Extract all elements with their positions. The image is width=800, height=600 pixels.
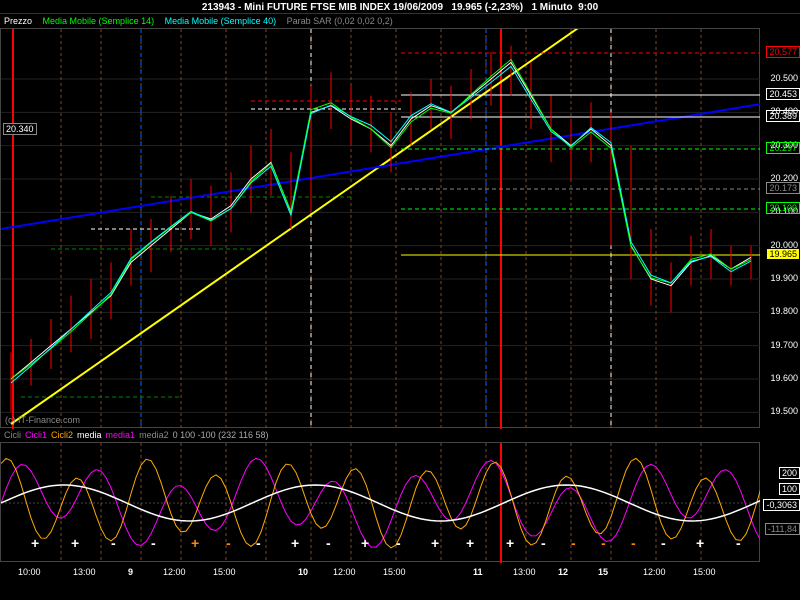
time-axis-label: 12:00	[643, 567, 666, 577]
price-tick-label: 19.800	[768, 306, 800, 316]
time-axis-label: 10	[298, 567, 308, 577]
cycle-sign: -	[396, 535, 401, 551]
price-marker-label: 20.173	[766, 182, 800, 194]
time-axis-label: 15:00	[693, 567, 716, 577]
price-tick-label: 19.500	[768, 406, 800, 416]
time-axis-label: 11	[473, 567, 483, 577]
attribution-text: (c) IT-Finance.com	[5, 415, 80, 425]
cycle-sign: -	[151, 535, 156, 551]
indicator-axis-label: 100	[779, 483, 800, 495]
cycle-sign: +	[191, 535, 199, 551]
cycle-sign: +	[361, 535, 369, 551]
cycle-sign: -	[736, 535, 741, 551]
time-axis-label: 13:00	[73, 567, 96, 577]
indicator-legend-item: Cicli1	[25, 430, 47, 440]
cycle-sign: -	[541, 535, 546, 551]
main-price-chart[interactable]: 20.340 (c) IT-Finance.com	[0, 28, 760, 428]
cycle-sign: -	[601, 535, 606, 551]
cycle-sign: +	[291, 535, 299, 551]
price-tick-label: 20.500	[768, 73, 800, 83]
price-tick-label: 19.600	[768, 373, 800, 383]
time-axis-label: 10:00	[18, 567, 41, 577]
indicator-legend: Cicli Cicli1 Cicli2 media media1media2 0 100 …	[4, 430, 273, 440]
legend-ma14: Media Mobile (Semplice 14)	[43, 16, 155, 26]
price-tick-label: 19.700	[768, 340, 800, 350]
cycle-sign: -	[571, 535, 576, 551]
time-axis-label: 9	[128, 567, 133, 577]
indicator-oscillator-chart[interactable]: + + - - + - - + - + - + + + - - - - - + -	[0, 442, 760, 562]
indicator-legend-item: media2	[139, 430, 169, 440]
header-interval: 1 Minuto	[531, 2, 572, 13]
chart-header: 213943 - Mini FUTURE FTSE MIB INDEX 19/0…	[0, 0, 800, 14]
header-time: 9:00	[578, 2, 598, 13]
time-axis-label: 13:00	[513, 567, 536, 577]
cycle-sign: -	[226, 535, 231, 551]
legend-prezzo: Prezzo	[4, 16, 32, 26]
header-price: 19.965	[451, 2, 482, 13]
main-legend: Prezzo Media Mobile (Semplice 14) Media …	[0, 14, 800, 28]
indicator-legend-item: media	[77, 430, 102, 440]
price-marker-label: 20.453	[766, 88, 800, 100]
price-y-axis: 19.50019.60019.70019.80019.90020.00020.1…	[760, 28, 800, 428]
time-axis-label: 12:00	[163, 567, 186, 577]
cycle-sign: -	[326, 535, 331, 551]
cycle-sign: -	[111, 535, 116, 551]
cycle-sign: +	[696, 535, 704, 551]
time-axis-label: 15:00	[213, 567, 236, 577]
legend-psar: Parab SAR (0,02 0,02 0,2)	[287, 16, 393, 26]
time-axis-label: 12	[558, 567, 568, 577]
legend-ma40: Media Mobile (Semplice 40)	[165, 16, 277, 26]
left-price-label: 20.340	[3, 123, 37, 135]
indicator-legend-item: media1	[106, 430, 136, 440]
cycle-sign: -	[661, 535, 666, 551]
cycle-sign: +	[31, 535, 39, 551]
price-tick-label: 19.900	[768, 273, 800, 283]
cycle-sign: +	[431, 535, 439, 551]
cycle-sign: -	[631, 535, 636, 551]
indicator-axis-label: 200	[779, 467, 800, 479]
price-marker-label: 20.389	[766, 110, 800, 122]
price-marker-label: 19.965	[766, 248, 800, 260]
price-marker-label: 20.109	[766, 202, 800, 214]
cycle-sign: +	[506, 535, 514, 551]
header-change: (-2,23%)	[485, 2, 523, 13]
indicator-legend-item: 0 100 -100 (232 116 58)	[173, 430, 269, 440]
cycle-sign: +	[466, 535, 474, 551]
indicator-legend-item: Cicli	[4, 430, 21, 440]
main-chart-svg	[1, 29, 761, 429]
time-axis-label: 15:00	[383, 567, 406, 577]
indicator-axis-label: -0,3063	[763, 499, 800, 511]
time-x-axis: 10:00 13:00 9 12:00 15:00 10 12:00 15:00 11 13:00…	[0, 565, 760, 585]
indicator-legend-item: Cicli2	[51, 430, 73, 440]
indicator-y-axis: 200 100 -0,3063 -111,84	[760, 442, 800, 562]
cycle-sign: +	[71, 535, 79, 551]
header-title: 213943 - Mini FUTURE FTSE MIB INDEX 19/0…	[202, 2, 443, 13]
time-axis-label: 15	[598, 567, 608, 577]
time-axis-label: 12:00	[333, 567, 356, 577]
price-marker-label: 20.297	[766, 142, 800, 154]
indicator-axis-label: -111,84	[765, 523, 800, 535]
cycle-sign: -	[256, 535, 261, 551]
price-marker-label: 20.577	[766, 46, 800, 58]
